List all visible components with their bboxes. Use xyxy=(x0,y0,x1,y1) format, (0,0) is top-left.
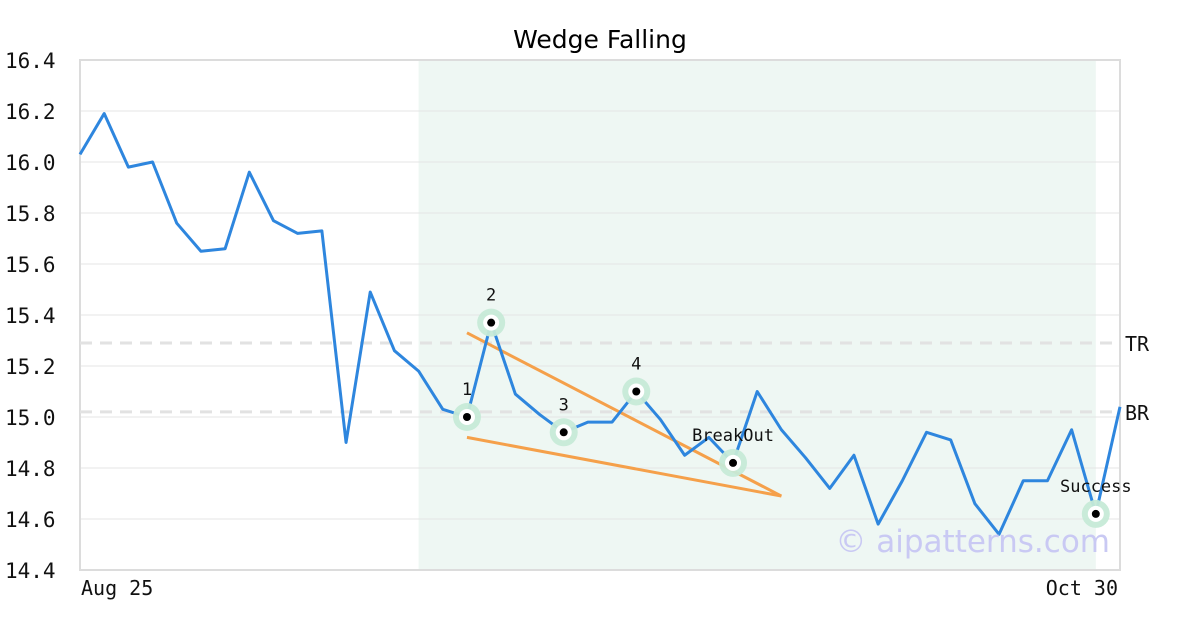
marker-label: 4 xyxy=(631,355,641,375)
marker-4: 4 xyxy=(622,355,651,406)
y-axis-ticks: 16.4 16.2 16.0 15.8 15.6 15.4 15.2 15.0 14.8 14.6… xyxy=(5,49,56,583)
level-label-tr: TR xyxy=(1125,332,1150,356)
y-tick-label: 15.6 xyxy=(5,253,56,277)
chart-title: Wedge Falling xyxy=(513,25,687,54)
y-tick-label: 14.4 xyxy=(5,559,56,583)
y-tick-label: 15.4 xyxy=(5,304,56,328)
y-tick-label: 14.6 xyxy=(5,508,56,532)
support-resistance-levels: TR BR xyxy=(80,332,1150,425)
watermark: © aipatterns.com xyxy=(835,524,1110,560)
marker-label: Success xyxy=(1060,477,1132,497)
marker-label: 2 xyxy=(486,286,496,306)
marker-label: 1 xyxy=(462,380,472,400)
marker-label: 3 xyxy=(559,395,569,415)
marker-2: 2 xyxy=(477,286,506,337)
marker-label: BreakOut xyxy=(692,426,774,446)
lower-trendline xyxy=(466,435,782,498)
x-tick-start: Aug 25 xyxy=(81,576,153,600)
marker-3: 3 xyxy=(549,395,578,447)
plot-frame xyxy=(79,59,1121,571)
marker-breakout: BreakOut xyxy=(692,426,774,477)
y-tick-label: 15.8 xyxy=(5,202,56,226)
price-line xyxy=(78,112,1122,536)
pattern-markers: 1 2 3 4 BreakOut Success xyxy=(452,286,1132,528)
y-tick-label: 15.2 xyxy=(5,355,56,379)
y-tick-label: 16.0 xyxy=(5,151,56,175)
y-tick-label: 15.0 xyxy=(5,406,56,430)
x-tick-end: Oct 30 xyxy=(1046,576,1118,600)
y-tick-label: 14.8 xyxy=(5,457,56,481)
y-tick-label: 16.4 xyxy=(5,49,56,73)
y-tick-label: 16.2 xyxy=(5,100,56,124)
marker-success: Success xyxy=(1060,477,1132,528)
level-label-br: BR xyxy=(1125,401,1150,425)
marker-1: 1 xyxy=(452,380,481,431)
